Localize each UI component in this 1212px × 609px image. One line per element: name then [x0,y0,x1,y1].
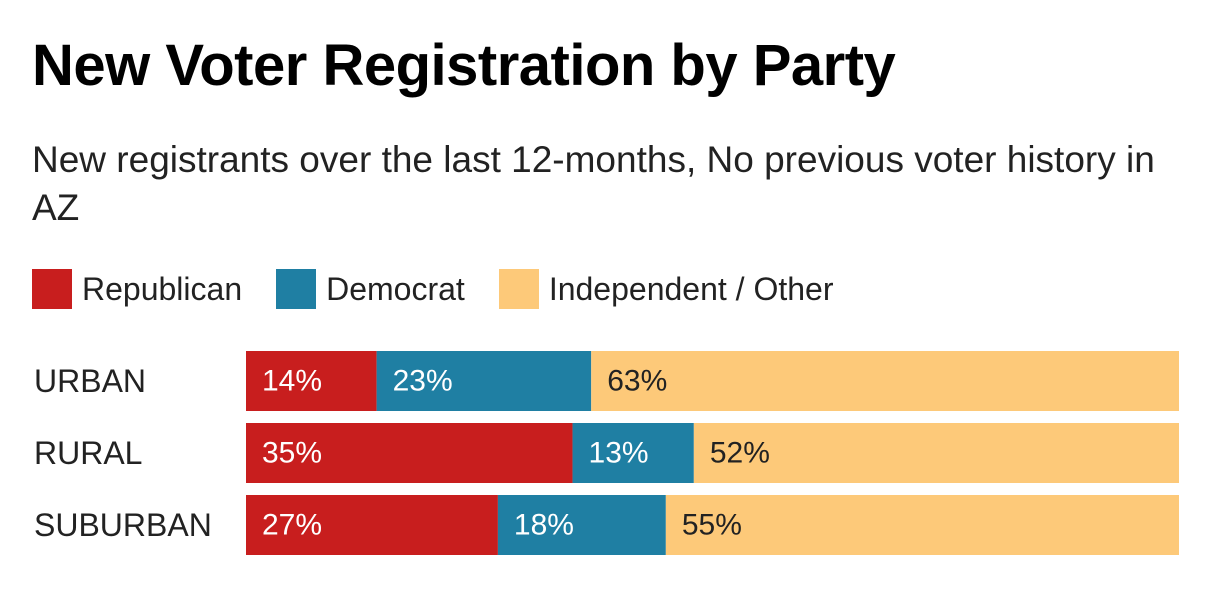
legend-label-democrat: Democrat [326,270,465,307]
legend-swatch-republican [32,269,72,309]
category-label-suburban: SUBURBAN [34,507,212,543]
data-label-urban-republican: 14% [262,365,322,398]
bar-urban-republican [246,351,377,411]
category-label-rural: RURAL [34,435,142,471]
data-label-rural-republican: 35% [262,437,322,470]
bar-suburban-independent-other [665,495,1179,555]
legend-item-democrat: Democrat [276,269,465,309]
bar-urban-independent-other [591,351,1179,411]
data-label-rural-independent-other: 52% [710,437,770,470]
chart-subtitle: New registrants over the last 12-months,… [32,139,1155,228]
data-label-urban-democrat: 23% [393,365,453,398]
bar-rural-independent-other [693,423,1179,483]
legend-item-republican: Republican [32,269,242,309]
data-label-urban-independent-other: 63% [607,365,667,398]
bar-rural-republican [246,423,573,483]
legend-item-independent-other: Independent / Other [498,269,834,309]
data-label-rural-democrat: 13% [589,437,649,470]
category-label-urban: URBAN [34,363,146,399]
legend-label-republican: Republican [82,270,243,307]
chart-title: New Voter Registration by Party [32,33,896,98]
data-label-suburban-independent-other: 55% [682,509,742,542]
data-label-suburban-republican: 27% [262,509,322,542]
bar-urban-democrat [376,351,592,411]
legend-label-independent-other: Independent / Other [548,270,834,307]
bar-suburban-democrat [497,495,666,555]
data-label-suburban-democrat: 18% [514,509,574,542]
legend-swatch-independent-other [498,269,539,309]
bar-suburban-republican [246,495,498,555]
legend: Republican Democrat Independent / Other [32,266,867,312]
legend-swatch-democrat [276,269,317,309]
bar-rural-democrat [572,423,694,483]
